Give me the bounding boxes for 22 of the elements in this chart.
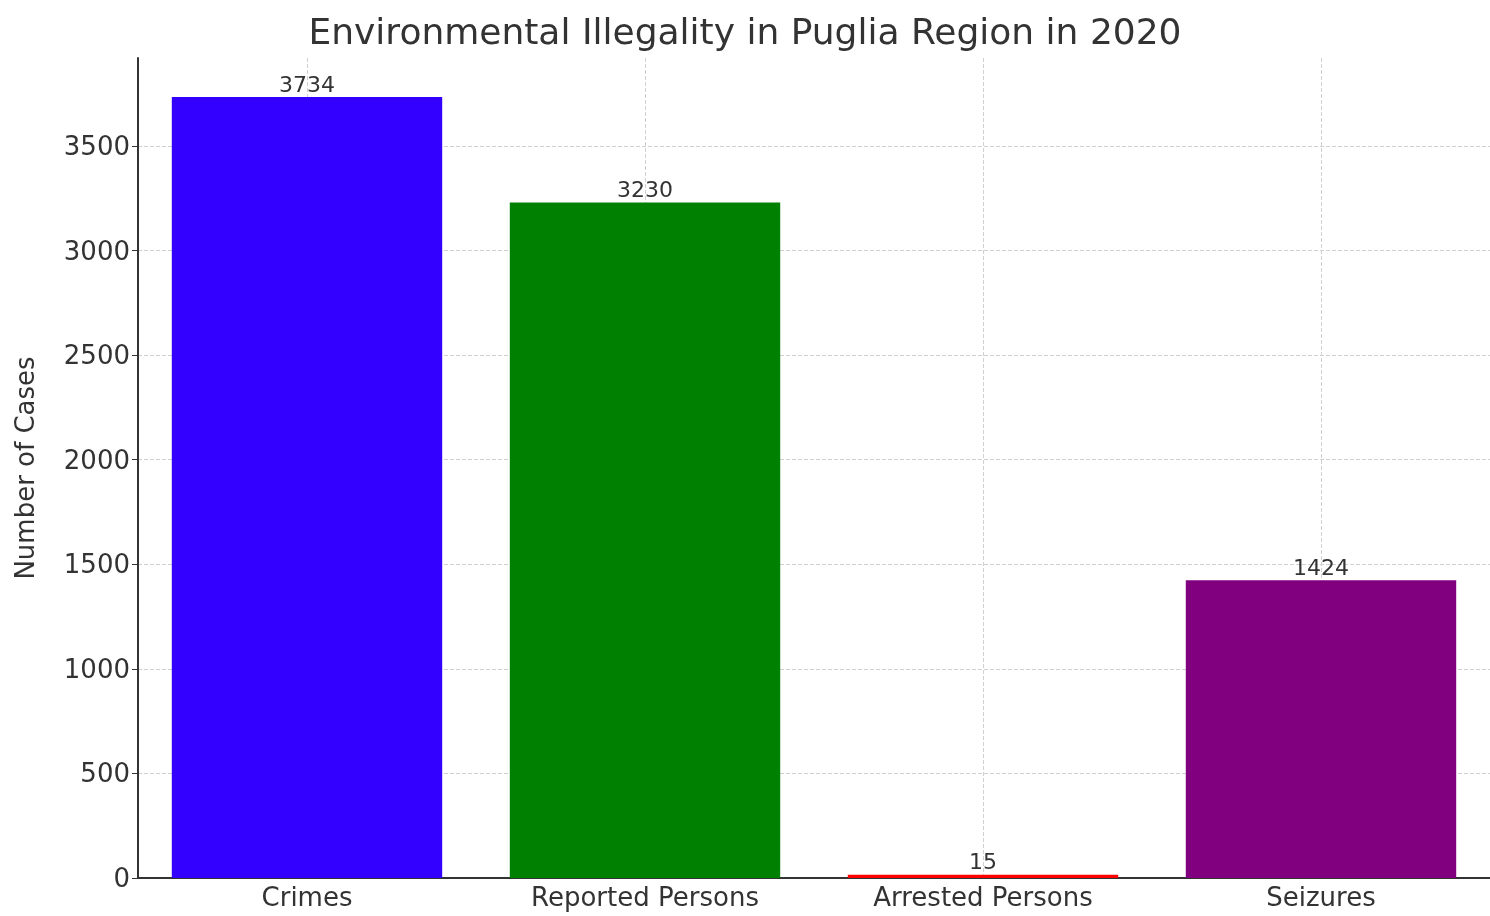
bar — [171, 97, 443, 878]
chart-title: Environmental Illegality in Puglia Region in 2020 — [308, 10, 1182, 52]
bar — [1185, 580, 1457, 878]
y-tick-label: 2500 — [63, 340, 130, 371]
data-label: 3230 — [617, 177, 673, 203]
bar — [847, 874, 1119, 878]
bar — [509, 202, 781, 878]
y-tick-label: 1000 — [63, 653, 130, 684]
y-axis-title: Number of Cases — [10, 356, 40, 580]
data-label: 3734 — [279, 71, 335, 97]
x-tick-label: Crimes — [261, 882, 353, 912]
y-tick-label: 3000 — [63, 235, 130, 266]
data-label: 1424 — [1293, 554, 1349, 580]
y-tick-label: 3500 — [63, 131, 130, 162]
y-tick-label: 0 — [113, 863, 130, 893]
data-label: 15 — [969, 849, 997, 875]
x-tick-label: Reported Persons — [531, 882, 759, 912]
x-tick-label: Arrested Persons — [873, 882, 1093, 912]
y-tick-label: 2000 — [63, 444, 130, 475]
y-tick-label: 1500 — [63, 549, 130, 580]
x-tick-label: Seizures — [1266, 882, 1376, 912]
y-tick-label: 500 — [80, 758, 130, 789]
